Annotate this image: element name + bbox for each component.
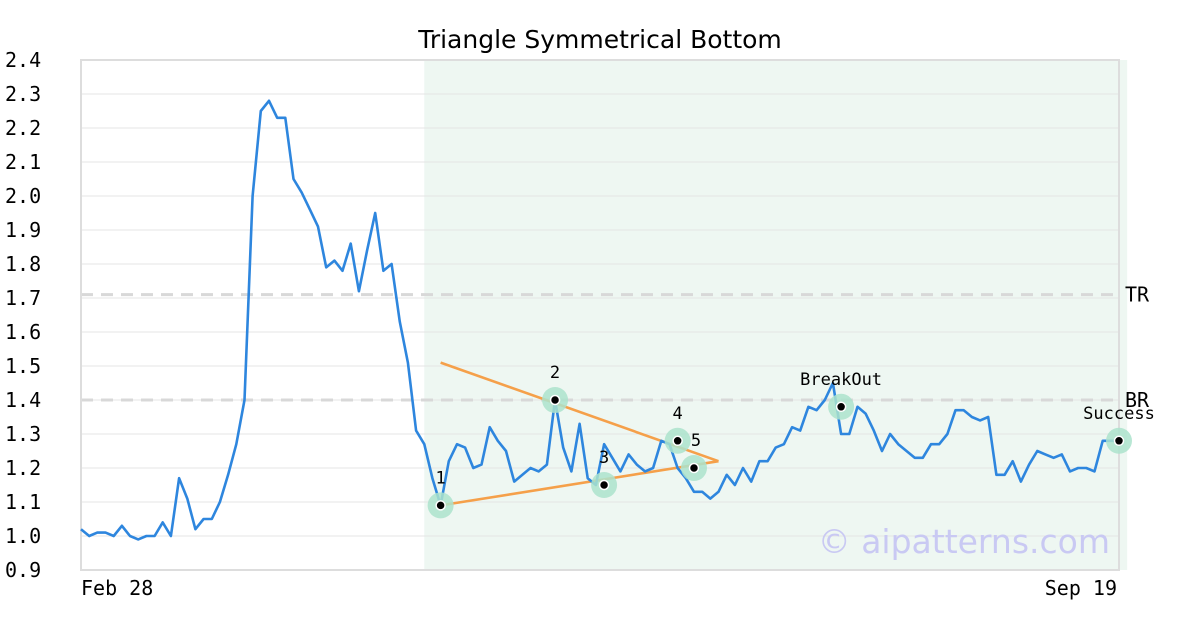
point-label-5: 5 (691, 431, 701, 451)
level-label-br: BR (1125, 388, 1150, 412)
y-axis-ticks: 0.9 1.0 1.1 1.2 1.3 1.4 1.5 1.6 1.7 1.8 1.9 2.0 2.1 2… (5, 48, 41, 582)
y-tick-label: 2.4 (5, 48, 41, 72)
y-tick-label: 1.5 (5, 354, 41, 378)
y-tick-label: 1.0 (5, 524, 41, 548)
pattern-shaded-region (424, 60, 1128, 570)
x-tick-end: Sep 19 (1045, 576, 1117, 600)
y-tick-label: 2.1 (5, 150, 41, 174)
pattern-markers: 1 2 3 45 BreakOut Success (427, 363, 1155, 519)
x-tick-start: Feb 28 (81, 576, 153, 600)
marker-dot (1113, 435, 1125, 447)
marker-dot (835, 401, 847, 413)
grid-lines (81, 59, 1119, 571)
y-tick-label: 1.3 (5, 422, 41, 446)
y-tick-label: 2.3 (5, 82, 41, 106)
watermark: © aipatterns.com (818, 522, 1110, 561)
y-tick-label: 1.7 (5, 286, 41, 310)
point-label-1: 1 (435, 468, 445, 488)
price-series-line (80, 99, 1119, 541)
y-tick-label: 2.0 (5, 184, 41, 208)
point-label-4: 4 (673, 404, 683, 424)
y-tick-label: 1.6 (5, 320, 41, 344)
marker-dot (549, 394, 561, 406)
plot-frame (80, 59, 1120, 571)
y-tick-label: 2.2 (5, 116, 41, 140)
chart-title: Triangle Symmetrical Bottom (417, 25, 782, 54)
y-tick-label: 1.4 (5, 388, 41, 412)
marker-dot (688, 462, 700, 474)
y-tick-label: 1.2 (5, 456, 41, 480)
trendline (440, 459, 719, 507)
point-label-3: 3 (599, 448, 609, 468)
marker-dot (435, 500, 446, 511)
point-label-2: 2 (550, 363, 560, 383)
point-label-success: Success (1083, 404, 1155, 424)
y-tick-label: 1.1 (5, 490, 41, 514)
marker-dot (598, 479, 610, 491)
marker-dot (672, 435, 683, 447)
y-tick-label: 1.8 (5, 252, 41, 276)
y-tick-label: 1.9 (5, 218, 41, 242)
y-tick-label: 0.9 (5, 558, 41, 582)
level-label-tr: TR (1125, 283, 1150, 307)
point-label-breakout: BreakOut (800, 370, 882, 390)
level-lines: TR BR (81, 283, 1150, 412)
